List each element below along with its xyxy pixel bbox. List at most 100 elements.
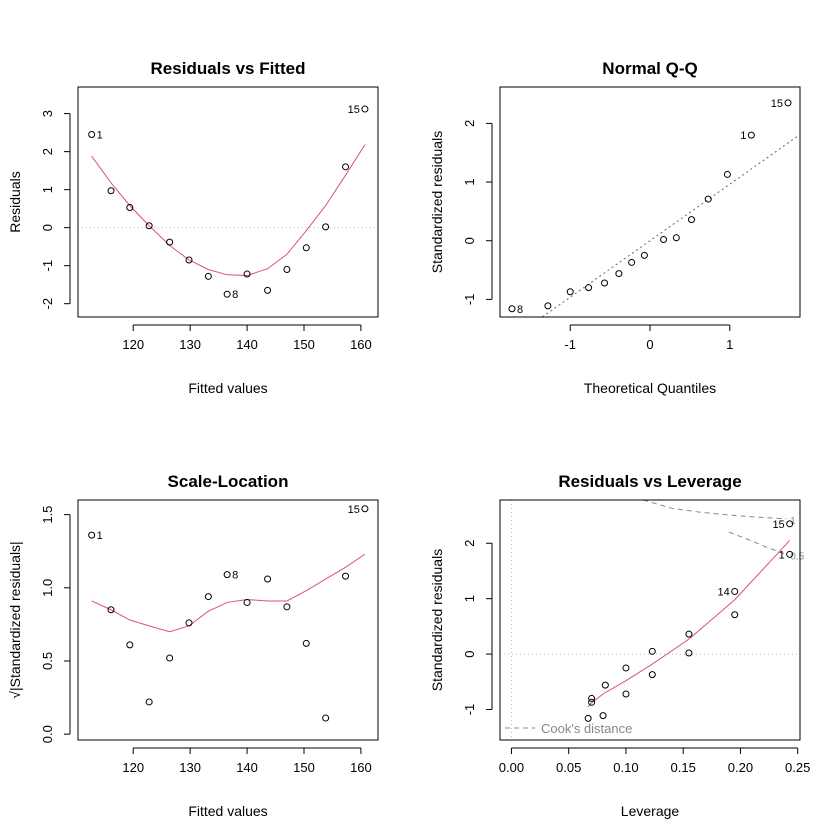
x-tick-label: 160 <box>350 760 372 775</box>
data-point <box>107 606 115 614</box>
chart-title: Scale-Location <box>168 472 289 491</box>
x-tick-label: 160 <box>350 337 372 352</box>
x-tick-label: 0.10 <box>613 760 638 775</box>
y-tick-label: 2 <box>462 540 477 547</box>
data-point <box>302 244 310 252</box>
data-point <box>731 611 739 619</box>
data-point <box>648 671 656 679</box>
y-tick-label: -1 <box>462 294 477 306</box>
data-point <box>185 256 193 264</box>
data-point <box>88 131 96 139</box>
y-tick-label: 1 <box>40 186 55 193</box>
data-point <box>126 204 134 212</box>
y-tick-label: 1.5 <box>40 506 55 524</box>
x-tick-label: 0.00 <box>499 760 524 775</box>
y-tick-label: -2 <box>40 298 55 310</box>
point-label: 8 <box>232 570 238 582</box>
data-point <box>615 270 623 278</box>
chart-title: Residuals vs Leverage <box>558 472 741 491</box>
cooks-distance-contour <box>728 531 787 555</box>
data-point <box>622 664 630 672</box>
x-tick-label: 140 <box>236 760 258 775</box>
data-point <box>322 223 330 231</box>
data-point <box>685 649 693 657</box>
data-point <box>588 694 596 702</box>
panel-4: Residuals vs Leverage Leverage Standardize… <box>429 472 810 819</box>
point-label: 1 <box>97 530 103 542</box>
data-point <box>588 698 596 706</box>
data-point <box>747 131 755 139</box>
x-tick-label: 120 <box>122 337 144 352</box>
x-tick-label: 1 <box>726 337 733 352</box>
plot-frame <box>499 86 801 318</box>
data-point <box>786 550 794 558</box>
data-point <box>723 170 731 178</box>
data-point <box>544 302 552 310</box>
x-tick-label: 130 <box>179 760 201 775</box>
plot-frame <box>499 499 801 741</box>
y-tick-label: -1 <box>462 704 477 716</box>
x-tick-label: 140 <box>236 337 258 352</box>
y-tick-label: -1 <box>40 260 55 272</box>
data-point <box>660 236 668 244</box>
x-tick-label: -1 <box>564 337 576 352</box>
x-tick-label: 150 <box>293 760 315 775</box>
y-tick-label: 0 <box>462 650 477 657</box>
data-point <box>342 572 350 580</box>
point-label: 8 <box>232 289 238 301</box>
data-point <box>145 222 153 230</box>
x-tick-label: 0.25 <box>785 760 810 775</box>
data-point <box>687 216 695 224</box>
data-point <box>204 272 212 280</box>
data-point <box>302 639 310 647</box>
panel-3: Scale-Location Fitted values √|Standardize… <box>7 472 379 819</box>
data-point <box>704 195 712 203</box>
data-point <box>622 690 630 698</box>
point-label: 1 <box>779 549 785 561</box>
data-point <box>784 99 792 107</box>
data-point <box>107 187 115 195</box>
data-point <box>322 714 330 722</box>
plot-frame <box>77 499 379 741</box>
x-tick-label: 120 <box>122 760 144 775</box>
plot-frame <box>77 86 379 318</box>
data-point <box>342 163 350 171</box>
y-tick-label: 2 <box>40 148 55 155</box>
x-axis-label: Theoretical Quantiles <box>584 380 716 396</box>
y-axis-label: Standardized residuals <box>429 549 445 691</box>
point-label: 8 <box>517 304 523 316</box>
y-tick-label: 2 <box>462 120 477 127</box>
data-point <box>264 286 272 294</box>
data-point <box>786 520 794 528</box>
x-tick-label: 0.15 <box>671 760 696 775</box>
data-point <box>361 105 369 113</box>
data-point <box>640 251 648 259</box>
data-point <box>508 305 516 313</box>
y-tick-label: 0 <box>462 237 477 244</box>
x-axis-label: Fitted values <box>188 380 267 396</box>
data-point <box>685 630 693 638</box>
data-point <box>185 619 193 627</box>
data-point <box>584 714 592 722</box>
data-point <box>672 234 680 242</box>
y-tick-label: 0.0 <box>40 725 55 743</box>
y-tick-label: 1 <box>462 178 477 185</box>
data-point <box>88 531 96 539</box>
y-axis-label: Standardized residuals <box>429 131 445 273</box>
x-tick-label: 0.05 <box>556 760 581 775</box>
chart-title: Normal Q-Q <box>602 59 697 78</box>
data-point <box>601 681 609 689</box>
point-label: 15 <box>771 98 783 110</box>
x-axis-label: Leverage <box>621 803 680 819</box>
data-point <box>204 593 212 601</box>
data-point <box>628 258 636 266</box>
point-label: 14 <box>717 586 729 598</box>
data-point <box>283 603 291 611</box>
data-point <box>601 279 609 287</box>
x-tick-label: 150 <box>293 337 315 352</box>
data-point <box>126 641 134 649</box>
cooks-distance-contour <box>642 499 787 520</box>
y-tick-label: 0.5 <box>40 652 55 670</box>
point-label: 1 <box>740 130 746 142</box>
